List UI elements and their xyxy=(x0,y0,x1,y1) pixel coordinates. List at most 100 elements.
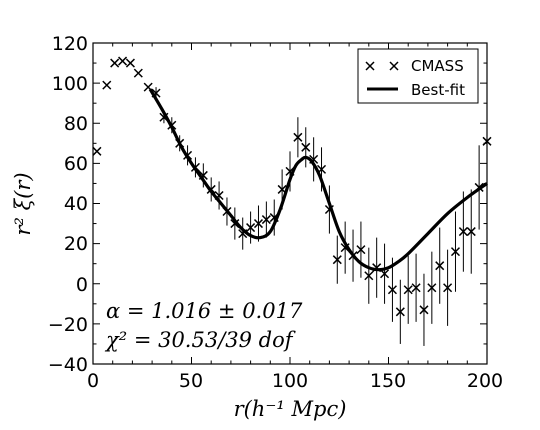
cmass-point xyxy=(198,170,208,180)
cmass-point xyxy=(143,82,153,92)
cmass-point xyxy=(246,223,256,233)
cmass-point-stroke xyxy=(348,251,358,261)
cmass-point-stroke xyxy=(118,56,128,66)
cmass-point xyxy=(395,307,405,317)
cmass-marker-layer xyxy=(92,56,492,317)
axis-ticks xyxy=(92,42,488,365)
cmass-point-stroke xyxy=(403,285,413,295)
cmass-point xyxy=(435,261,445,271)
cmass-point-stroke xyxy=(183,150,193,160)
cmass-point-stroke xyxy=(238,229,248,239)
x-tick-label: 200 xyxy=(467,370,503,392)
cmass-point-stroke xyxy=(364,271,374,281)
cmass-point xyxy=(348,251,358,261)
cmass-point-stroke xyxy=(198,170,208,180)
y-tick-label: 120 xyxy=(52,33,88,55)
cmass-point-stroke xyxy=(110,58,120,68)
y-tick-label: 40 xyxy=(64,193,88,215)
cmass-point xyxy=(340,243,350,253)
cmass-point-stroke xyxy=(261,215,271,225)
cmass-point-stroke xyxy=(443,283,453,293)
cmass-point-stroke xyxy=(435,261,445,271)
cmass-point-stroke xyxy=(411,283,421,293)
cmass-point-stroke xyxy=(380,269,390,279)
cmass-point-stroke xyxy=(175,138,185,148)
cmass-point xyxy=(167,120,177,130)
legend-marker-icon xyxy=(365,61,399,71)
cmass-point-stroke xyxy=(125,58,135,68)
cmass-point xyxy=(474,182,484,192)
cmass-point xyxy=(356,245,366,255)
cmass-point-stroke xyxy=(450,247,461,257)
cmass-point xyxy=(316,164,327,174)
cmass-point-stroke xyxy=(474,182,484,192)
y-tick-label: 100 xyxy=(52,73,88,95)
legend-label-best-fit: Best-fit xyxy=(411,81,465,99)
cmass-point xyxy=(293,132,303,142)
x-axis-title: r(h⁻¹ Mpc) xyxy=(234,397,347,421)
cmass-point xyxy=(118,56,128,66)
cmass-point-stroke xyxy=(143,82,153,92)
y-tick-label: −20 xyxy=(48,314,88,336)
cmass-point-stroke xyxy=(133,68,143,78)
cmass-point-stroke xyxy=(324,204,334,215)
cmass-point-stroke xyxy=(316,164,327,174)
cmass-point xyxy=(301,142,311,152)
legend: CMASS Best-fit xyxy=(357,48,479,104)
cmass-point-stroke xyxy=(301,142,311,152)
cmass-point-stroke xyxy=(387,285,397,295)
cmass-point xyxy=(238,229,248,239)
cmass-point-stroke xyxy=(356,245,366,255)
cmass-point-stroke xyxy=(458,227,468,237)
alpha-annotation: α = 1.016 ± 0.017 xyxy=(106,299,303,323)
cmass-point-stroke xyxy=(159,112,169,122)
cmass-point xyxy=(222,206,232,217)
cmass-point xyxy=(427,283,437,293)
cmass-point xyxy=(450,247,461,257)
cmass-point-stroke xyxy=(332,255,342,265)
best-fit-line xyxy=(148,88,488,272)
cmass-point-stroke xyxy=(395,307,405,317)
cmass-point-stroke xyxy=(277,184,287,194)
x-tick-label: 50 xyxy=(179,370,203,392)
cmass-point xyxy=(411,283,421,293)
cmass-point xyxy=(458,227,468,237)
cmass-point xyxy=(206,184,216,194)
cmass-point-stroke xyxy=(419,305,429,315)
cmass-point-stroke xyxy=(269,213,279,223)
cmass-point xyxy=(125,58,135,68)
x-tick-label: 150 xyxy=(370,370,406,392)
cmass-point xyxy=(364,271,374,281)
cmass-point-stroke xyxy=(190,162,200,172)
cmass-point xyxy=(183,150,193,160)
cmass-point xyxy=(372,263,382,273)
cmass-point xyxy=(419,305,429,315)
cmass-point-stroke xyxy=(340,243,350,253)
cmass-point-stroke xyxy=(246,223,256,233)
cmass-point xyxy=(151,88,161,98)
legend-box xyxy=(357,48,479,104)
cmass-point-stroke xyxy=(102,80,112,90)
cmass-point-stroke xyxy=(206,184,216,194)
cmass-point xyxy=(277,184,287,194)
cmass-point xyxy=(159,112,169,122)
cmass-point-stroke xyxy=(222,206,232,217)
cmass-point-stroke xyxy=(230,219,240,229)
cmass-point-stroke xyxy=(309,154,319,164)
cmass-point-stroke xyxy=(214,190,224,201)
legend-label-cmass: CMASS xyxy=(411,57,464,75)
cmass-point xyxy=(324,204,334,215)
y-tick-label: 20 xyxy=(64,233,88,255)
cmass-point-stroke xyxy=(466,227,476,237)
y-axis-title: r² ξ(r) xyxy=(11,172,35,235)
cmass-point-stroke xyxy=(285,166,295,176)
cmass-point xyxy=(110,58,120,68)
x-tick-label: 100 xyxy=(272,370,308,392)
cmass-point-stroke xyxy=(253,219,264,229)
y-tick-label: 80 xyxy=(64,113,88,135)
cmass-point xyxy=(387,285,397,295)
cmass-point xyxy=(190,162,200,172)
cmass-point xyxy=(269,213,279,223)
cmass-point xyxy=(443,283,453,293)
